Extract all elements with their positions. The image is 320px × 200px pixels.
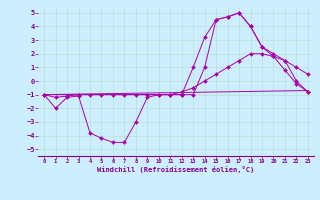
X-axis label: Windchill (Refroidissement éolien,°C): Windchill (Refroidissement éolien,°C) [97, 166, 255, 173]
